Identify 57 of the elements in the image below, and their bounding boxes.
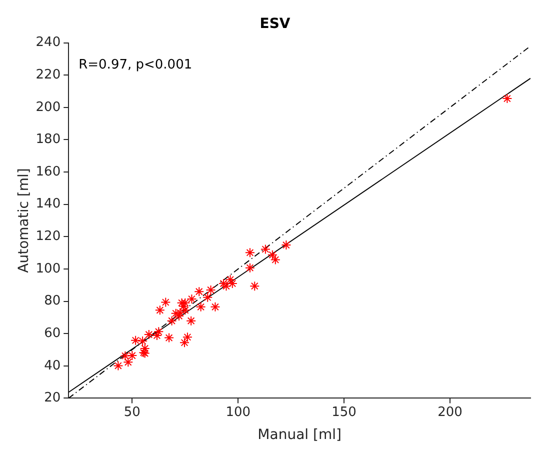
y-tick-label: 20 xyxy=(44,390,61,406)
point xyxy=(154,326,164,337)
point xyxy=(194,286,204,297)
point xyxy=(260,244,270,254)
point xyxy=(186,294,197,304)
y-axis-title: Automatic [ml] xyxy=(16,168,32,273)
point xyxy=(123,357,134,368)
point xyxy=(174,310,184,321)
point xyxy=(244,248,255,258)
point xyxy=(180,338,190,348)
y-tick-label: 220 xyxy=(36,67,61,82)
point xyxy=(175,308,186,318)
point xyxy=(227,278,238,289)
point xyxy=(160,297,171,308)
point xyxy=(154,305,165,316)
y-tick-label: 140 xyxy=(36,196,61,212)
point xyxy=(138,336,148,346)
point xyxy=(502,94,512,104)
y-tick-label: 100 xyxy=(36,261,61,276)
point xyxy=(221,281,232,292)
x-axis-title: Manual [ml] xyxy=(258,427,342,444)
point xyxy=(218,278,228,289)
y-tick-label: 200 xyxy=(36,100,61,115)
point xyxy=(130,335,141,346)
point xyxy=(225,274,236,285)
point xyxy=(182,332,192,342)
point xyxy=(250,281,260,292)
point xyxy=(152,330,162,341)
x-tick-label: 200 xyxy=(438,405,462,420)
y-tick-label: 80 xyxy=(44,294,61,309)
point xyxy=(113,360,124,371)
y-tick-label: 180 xyxy=(36,132,61,148)
point xyxy=(210,302,220,312)
y-tick-label: 240 xyxy=(36,35,61,50)
x-tick-label: 150 xyxy=(332,405,356,420)
point xyxy=(196,302,206,312)
point xyxy=(281,240,292,250)
point xyxy=(127,350,138,361)
point xyxy=(120,350,130,361)
y-tick-label: 60 xyxy=(44,326,61,341)
y-tick-label: 160 xyxy=(36,164,61,180)
y-tick-label: 40 xyxy=(44,358,61,374)
point xyxy=(164,332,174,343)
x-tick-label: 50 xyxy=(124,405,140,420)
point xyxy=(206,284,216,295)
annotation: R=0.97, p<0.001 xyxy=(78,58,192,73)
point xyxy=(144,330,154,340)
chart-title: ESV xyxy=(260,16,290,32)
point xyxy=(180,305,190,316)
x-tick-label: 100 xyxy=(226,405,251,420)
point xyxy=(178,301,188,312)
point xyxy=(202,292,213,302)
point xyxy=(166,316,177,326)
point xyxy=(170,308,181,318)
point xyxy=(186,316,196,326)
y-tick-label: 120 xyxy=(36,229,61,244)
point xyxy=(244,262,255,273)
